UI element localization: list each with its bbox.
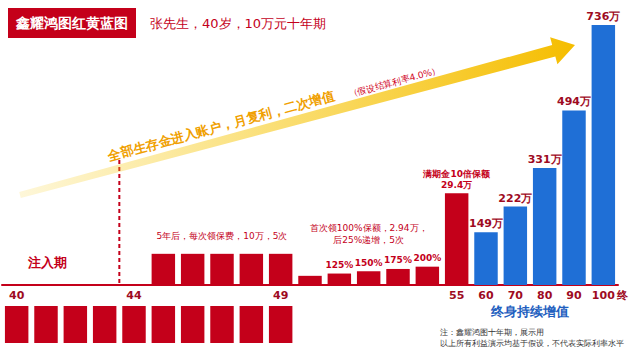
svg-text:331万: 331万 <box>528 153 562 166</box>
svg-text:70: 70 <box>508 289 524 302</box>
svg-text:175%: 175% <box>384 255 412 265</box>
svg-text:40: 40 <box>9 289 25 302</box>
svg-text:全部生存金进入账户，月复利，二次增值: 全部生存金进入账户，月复利，二次增值 <box>105 88 336 164</box>
svg-text:以上所有利益演示均基于假设，不代表实际利率水平: 以上所有利益演示均基于假设，不代表实际利率水平 <box>440 339 624 348</box>
svg-text:736万: 736万 <box>586 10 620 23</box>
svg-text:222万: 222万 <box>498 192 532 205</box>
svg-text:125%: 125% <box>325 260 353 270</box>
svg-text:首次领100%保额，2.94万，: 首次领100%保额，2.94万， <box>310 223 428 233</box>
svg-text:200%: 200% <box>413 253 441 263</box>
svg-text:29.4万: 29.4万 <box>441 180 472 190</box>
svg-text:494万: 494万 <box>557 95 591 108</box>
svg-text:44: 44 <box>126 289 142 302</box>
svg-text:5年后，每次领保费，10万，5次: 5年后，每次领保费，10万，5次 <box>157 231 288 241</box>
svg-text:鑫耀鸿图红黄蓝图: 鑫耀鸿图红黄蓝图 <box>15 15 128 31</box>
svg-text:60: 60 <box>478 289 494 302</box>
svg-text:注入期: 注入期 <box>27 255 67 270</box>
svg-text:注：鑫耀鸿图十年期，展示用: 注：鑫耀鸿图十年期，展示用 <box>440 328 544 337</box>
svg-text:终: 终 <box>616 289 629 302</box>
svg-text:55: 55 <box>449 289 464 302</box>
svg-text:149万: 149万 <box>469 217 503 230</box>
svg-text:（假设结算利率4.0%）: （假设结算利率4.0%） <box>347 64 442 100</box>
svg-text:49: 49 <box>273 289 288 302</box>
svg-text:后25%递增，5次: 后25%递增，5次 <box>333 235 404 245</box>
svg-text:100: 100 <box>592 289 615 302</box>
svg-text:90: 90 <box>566 289 582 302</box>
svg-text:满期金10倍保额: 满期金10倍保额 <box>422 169 491 179</box>
svg-text:张先生，40岁，10万元十年期: 张先生，40岁，10万元十年期 <box>150 16 326 31</box>
svg-text:终身持续增值: 终身持续增值 <box>490 304 569 319</box>
svg-text:80: 80 <box>537 289 553 302</box>
svg-text:150%: 150% <box>355 258 383 268</box>
